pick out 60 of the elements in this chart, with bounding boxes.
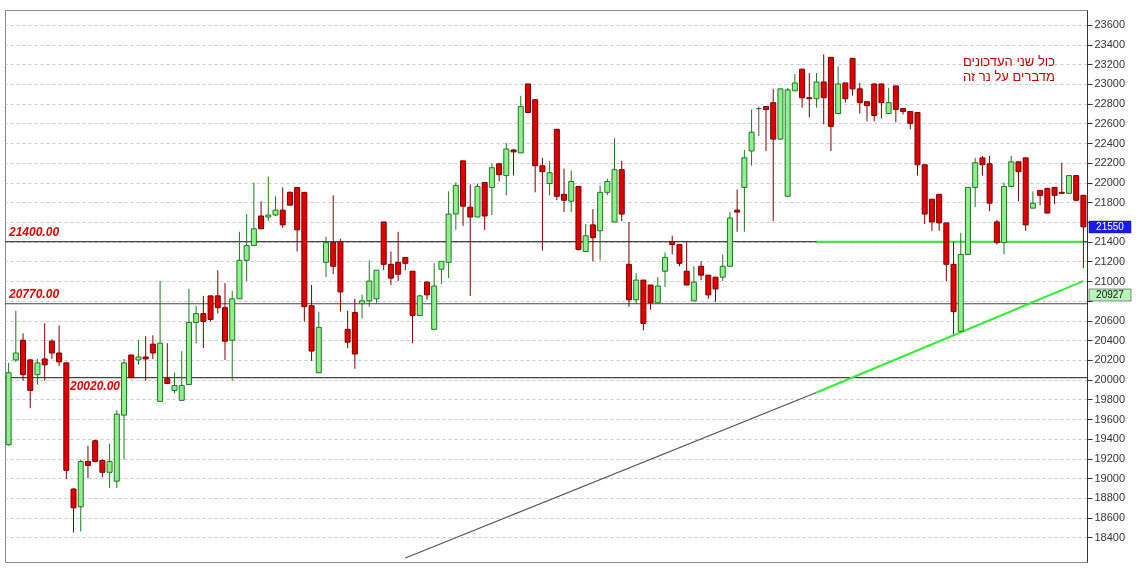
y-tick-label: 18800 <box>1094 491 1126 504</box>
candlestick <box>993 219 1000 246</box>
y-tick-label: 23000 <box>1094 77 1126 90</box>
candlestick <box>164 342 171 385</box>
candlestick <box>510 148 517 177</box>
y-tick-label: 19200 <box>1094 452 1126 464</box>
candlestick <box>142 335 149 382</box>
candlestick <box>135 339 142 366</box>
y-tick-label: 21000 <box>1094 274 1126 287</box>
y-tick-label: 22200 <box>1094 156 1126 169</box>
candlestick <box>12 310 19 363</box>
candlestick <box>41 322 48 382</box>
y-tick-label: 23200 <box>1094 57 1126 70</box>
y-tick-label: 21800 <box>1094 195 1126 208</box>
y-tick-label: 22400 <box>1094 136 1126 149</box>
candlestick <box>34 358 41 386</box>
y-tick-label: 18600 <box>1094 511 1126 524</box>
candlestick <box>546 160 553 196</box>
candlestick <box>654 276 661 304</box>
y-tick-label: 22800 <box>1094 97 1126 110</box>
candlestick <box>70 487 77 533</box>
y-tick-label: 22000 <box>1094 176 1126 188</box>
y-tick-label: 23400 <box>1094 38 1126 50</box>
y-tick-label: 20200 <box>1094 353 1126 366</box>
candlestick <box>589 208 596 262</box>
candlestick <box>734 188 741 233</box>
y-tick-label: 19600 <box>1094 412 1126 425</box>
y-tick-label: 19800 <box>1094 392 1126 405</box>
candlestick <box>582 223 589 252</box>
y-tick-label: 23600 <box>1094 18 1126 31</box>
candlestick <box>128 354 135 379</box>
y-tick-label: 22600 <box>1094 116 1126 129</box>
candlestick <box>690 265 697 302</box>
candlestick <box>683 241 690 286</box>
candlestick <box>885 87 892 114</box>
candlestick <box>258 200 265 230</box>
y-tick-label: 21200 <box>1094 254 1126 267</box>
y-tick-label: 20600 <box>1094 314 1126 326</box>
candlestick <box>149 334 156 360</box>
candlestick <box>568 170 575 213</box>
ref-line-label: 21400.00 <box>8 224 60 239</box>
annotation: כול שני העדכונים מדברים על נר זה <box>962 54 1056 84</box>
y-tick-label: 18400 <box>1094 530 1126 543</box>
candlestick <box>748 109 755 167</box>
y-tick-label: 20400 <box>1094 333 1126 346</box>
y-tick-label: 19000 <box>1094 471 1126 484</box>
candlestick <box>322 236 329 278</box>
candlestick <box>279 186 286 229</box>
candlestick <box>1029 190 1036 209</box>
candlestick <box>662 251 669 288</box>
y-tick-label: 20000 <box>1094 373 1126 386</box>
candlestick <box>488 163 495 216</box>
ref-line-label: 20020.00 <box>68 378 121 393</box>
text: 20927 <box>1096 289 1125 300</box>
text: 21550 <box>1096 221 1125 232</box>
candlestick <box>633 272 640 305</box>
y-tick-label: 19400 <box>1094 432 1126 445</box>
candlestick <box>813 72 820 109</box>
ref-line-label: 20770.00 <box>8 286 60 301</box>
y-tick-label: 21400 <box>1094 235 1126 248</box>
